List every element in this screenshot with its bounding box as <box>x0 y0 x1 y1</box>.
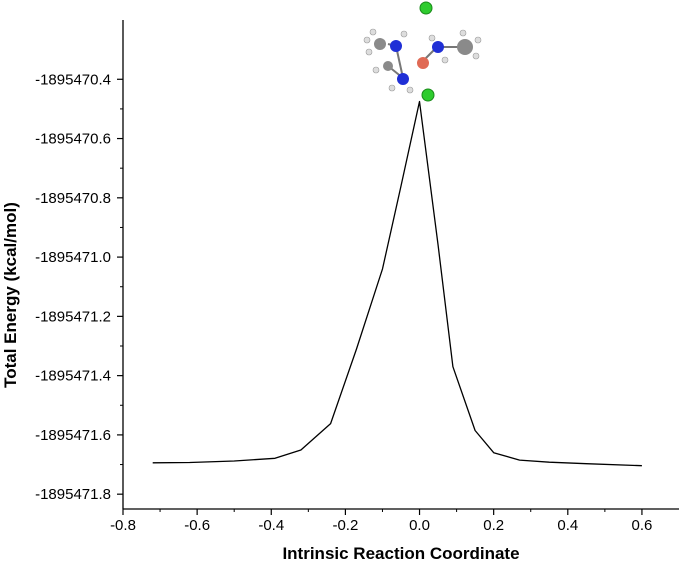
y-tick-label: -1895470.4 <box>35 71 111 88</box>
molecule-structure-icon <box>363 1 482 102</box>
x-tick-label: 0.2 <box>483 517 504 534</box>
axes <box>122 20 679 510</box>
y-tick-label: -1895471.8 <box>35 486 111 503</box>
y-tick-label: -1895471.4 <box>35 368 111 385</box>
ticks: -0.8 -0.6 -0.4 -0.2 0.0 0.2 0.4 0.6 -1895470.4 -1… <box>35 71 652 534</box>
y-tick-label: -1895470.6 <box>35 131 111 148</box>
y-tick-label: -1895471.6 <box>35 427 111 444</box>
x-tick-label: 0.0 <box>409 517 430 534</box>
x-tick-label: -0.6 <box>184 517 210 534</box>
x-tick-label: -0.4 <box>258 517 284 534</box>
y-tick-label: -1895470.8 <box>35 190 111 207</box>
x-tick-label: 0.6 <box>632 517 653 534</box>
x-tick-label: -0.2 <box>332 517 358 534</box>
y-tick-label: -1895471.2 <box>35 308 111 325</box>
x-axis-title: Intrinsic Reaction Coordinate <box>282 544 519 563</box>
y-tick-label: -1895471.0 <box>35 249 111 266</box>
y-axis-title: Total Energy (kcal/mol) <box>1 202 20 388</box>
series <box>152 100 642 467</box>
series-line-0 <box>152 100 642 467</box>
x-tick-label: -0.8 <box>110 517 136 534</box>
x-tick-label: 0.4 <box>557 517 578 534</box>
